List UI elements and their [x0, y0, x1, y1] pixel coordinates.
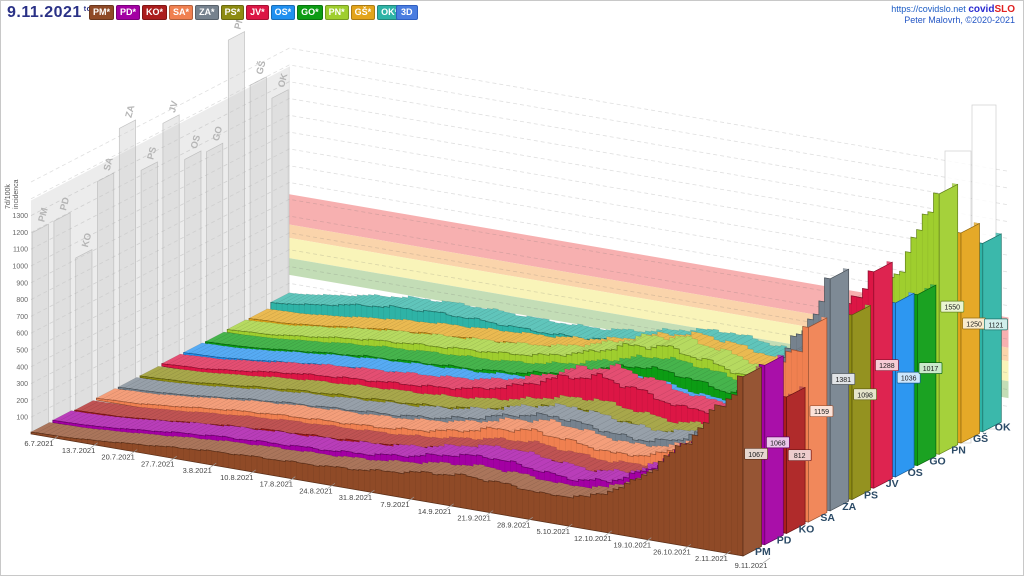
weekday-label: tor: [84, 6, 95, 13]
svg-text:1300: 1300: [12, 213, 28, 220]
legend-button-ps[interactable]: PS*: [220, 5, 245, 20]
legend-button-jv[interactable]: JV*: [246, 5, 269, 20]
svg-text:14.9.2021: 14.9.2021: [418, 507, 451, 516]
svg-text:1121: 1121: [988, 322, 1003, 329]
site-link[interactable]: https://covidslo.net: [891, 4, 966, 14]
svg-text:SA: SA: [820, 512, 835, 524]
legend-button-pn[interactable]: PN*: [324, 5, 349, 20]
svg-text:400: 400: [16, 364, 28, 371]
svg-text:300: 300: [16, 381, 28, 388]
svg-text:31.8.2021: 31.8.2021: [339, 493, 372, 502]
svg-text:5.10.2021: 5.10.2021: [537, 527, 570, 536]
svg-text:21.9.2021: 21.9.2021: [457, 514, 490, 523]
svg-text:812: 812: [794, 453, 806, 460]
legend-button-os[interactable]: OS*: [270, 5, 296, 20]
legend-button-go[interactable]: GO*: [297, 5, 323, 20]
svg-text:SA: SA: [102, 156, 116, 172]
svg-text:OK: OK: [276, 72, 290, 89]
region-legend: PM* PD* KO* SA* ZA* PS* JV* OS* GO* PN* GŠ* OK*: [89, 5, 403, 20]
svg-text:1100: 1100: [13, 247, 28, 254]
legend-button-sa[interactable]: SA*: [169, 5, 194, 20]
legend-button-ok[interactable]: OK*: [377, 5, 403, 20]
svg-text:800: 800: [16, 297, 28, 304]
svg-text:PS: PS: [145, 146, 159, 161]
header: 9.11.2021tor PM*PD*KO*SA*ZA*PS*JV*OS*GO*…: [1, 1, 1023, 27]
svg-text:OK: OK: [995, 422, 1011, 434]
svg-text:PN: PN: [951, 444, 966, 456]
svg-text:1017: 1017: [923, 366, 939, 373]
svg-text:12.10.2021: 12.10.2021: [574, 534, 612, 543]
svg-text:PD: PD: [777, 535, 792, 547]
svg-text:PM: PM: [36, 207, 50, 224]
svg-text:1159: 1159: [814, 409, 829, 416]
svg-text:GŠ: GŠ: [253, 59, 268, 75]
svg-text:ZA: ZA: [124, 104, 138, 119]
svg-text:GO: GO: [929, 456, 945, 468]
svg-text:9.11.2021: 9.11.2021: [735, 561, 768, 570]
svg-text:2.11.2021: 2.11.2021: [695, 554, 728, 563]
svg-text:900: 900: [16, 280, 28, 287]
svg-text:1381: 1381: [836, 377, 852, 384]
svg-text:600: 600: [16, 331, 28, 338]
svg-text:17.8.2021: 17.8.2021: [260, 480, 293, 489]
svg-text:19.10.2021: 19.10.2021: [614, 541, 652, 550]
svg-text:700: 700: [16, 314, 28, 321]
svg-text:OS: OS: [908, 467, 923, 479]
svg-text:27.7.2021: 27.7.2021: [141, 459, 174, 468]
svg-text:1067: 1067: [748, 452, 764, 459]
svg-text:26.10.2021: 26.10.2021: [653, 547, 691, 556]
svg-text:20.7.2021: 20.7.2021: [101, 453, 134, 462]
svg-text:1036: 1036: [901, 376, 917, 383]
svg-text:JV: JV: [167, 99, 181, 114]
svg-text:GŠ: GŠ: [973, 432, 988, 445]
svg-text:1098: 1098: [857, 392, 873, 399]
svg-text:7.9.2021: 7.9.2021: [380, 500, 409, 509]
svg-text:ZA: ZA: [842, 501, 856, 513]
legend-button-gš[interactable]: GŠ*: [350, 5, 376, 20]
svg-text:PM: PM: [755, 546, 771, 558]
svg-text:3.8.2021: 3.8.2021: [183, 466, 212, 475]
svg-text:1200: 1200: [12, 230, 28, 237]
svg-text:KO: KO: [80, 232, 94, 249]
mode-3d-button[interactable]: 3D: [396, 5, 418, 20]
svg-text:7d/100kincidenca: 7d/100kincidenca: [5, 179, 20, 209]
svg-text:1000: 1000: [12, 264, 28, 271]
date-label: 9.11.2021: [7, 4, 82, 21]
legend-button-pm[interactable]: PM*: [89, 5, 115, 20]
svg-text:1250: 1250: [966, 322, 982, 329]
svg-text:KO: KO: [799, 523, 815, 535]
legend-button-ko[interactable]: KO*: [142, 5, 168, 20]
svg-text:JV: JV: [886, 478, 899, 490]
svg-text:1068: 1068: [770, 440, 786, 447]
svg-text:OS: OS: [189, 134, 203, 150]
legend-button-za[interactable]: ZA*: [195, 5, 219, 20]
svg-text:24.8.2021: 24.8.2021: [299, 486, 332, 495]
svg-text:13.7.2021: 13.7.2021: [62, 446, 95, 455]
top-links: https://covidslo.net covidSLO Peter Malo…: [891, 4, 1015, 26]
svg-text:GO: GO: [211, 125, 225, 142]
svg-text:PD: PD: [58, 196, 72, 212]
svg-text:1288: 1288: [879, 363, 895, 370]
legend-button-pd[interactable]: PD*: [116, 5, 141, 20]
svg-text:6.7.2021: 6.7.2021: [24, 439, 53, 448]
svg-text:10.8.2021: 10.8.2021: [220, 473, 253, 482]
svg-text:PS: PS: [864, 490, 878, 502]
brand-logo: covidSLO: [968, 4, 1015, 15]
credit-text: Peter Malovrh, ©2020-2021: [904, 15, 1015, 25]
svg-text:100: 100: [16, 415, 28, 422]
svg-text:1550: 1550: [945, 305, 961, 312]
svg-text:28.9.2021: 28.9.2021: [497, 520, 530, 529]
svg-text:500: 500: [16, 348, 28, 355]
svg-text:200: 200: [16, 398, 28, 405]
